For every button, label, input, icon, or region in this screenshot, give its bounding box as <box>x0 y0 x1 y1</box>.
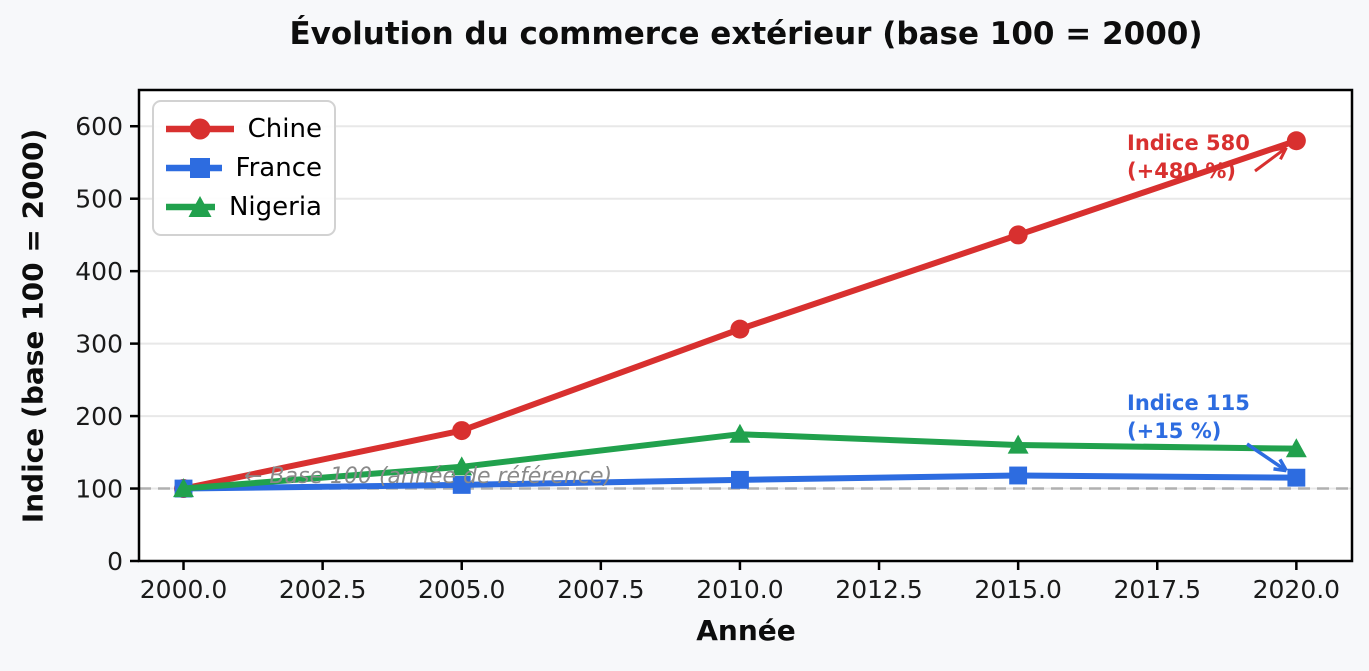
y-tick-label: 500 <box>75 185 123 214</box>
chart-title: Évolution du commerce extérieur (base 10… <box>289 16 1203 52</box>
y-tick-label: 400 <box>75 257 123 286</box>
annotation-arrow <box>1246 442 1288 473</box>
data-point-marker <box>1286 131 1306 151</box>
annotation-arrowhead <box>1273 146 1287 152</box>
x-tick-label: 2015.0 <box>974 575 1061 604</box>
legend-item-chine: Chine <box>166 110 322 148</box>
data-point-marker <box>1285 438 1307 458</box>
annotation-text-line: (+15 %) <box>1127 419 1222 443</box>
data-point-marker <box>1008 225 1028 245</box>
data-point-marker <box>730 319 750 339</box>
annotation-text-line: Indice 115 <box>1127 391 1250 415</box>
legend-label: France <box>235 152 322 183</box>
data-point-marker <box>452 475 471 494</box>
x-tick-label: 2000.0 <box>140 575 227 604</box>
legend: Chine France Nigeria <box>152 100 336 236</box>
data-point-marker <box>1287 468 1306 487</box>
annotation-indice-580: Indice 580 (+480 %) <box>1127 129 1250 185</box>
annotation-text-line: (+480 %) <box>1127 159 1236 183</box>
data-point-marker <box>451 456 473 476</box>
triangle-marker-icon <box>166 195 215 217</box>
x-tick-label: 2020.0 <box>1253 575 1340 604</box>
annotation-text-line: Indice 580 <box>1127 131 1250 155</box>
legend-item-nigeria: Nigeria <box>166 188 322 226</box>
y-tick-label: 100 <box>75 475 123 504</box>
circle-marker-icon <box>166 118 234 140</box>
legend-label: Nigeria <box>228 191 322 222</box>
x-axis-label: Année <box>696 614 796 647</box>
y-tick-label: 300 <box>75 330 123 359</box>
data-point-marker <box>452 421 472 441</box>
x-tick-label: 2002.5 <box>279 575 366 604</box>
data-point-marker <box>731 470 749 489</box>
x-tick-label: 2012.5 <box>835 575 922 604</box>
data-point-marker <box>173 478 194 498</box>
annotation-indice-115: Indice 115 (+15 %) <box>1127 389 1250 445</box>
data-point-marker <box>729 423 751 443</box>
annotation-arrowhead <box>1279 147 1288 160</box>
square-marker-icon <box>166 157 222 178</box>
data-point-marker <box>1007 434 1029 454</box>
data-point-marker <box>1009 466 1028 485</box>
legend-label: Chine <box>247 114 322 145</box>
annotation-arrowhead <box>1273 467 1287 473</box>
x-tick-label: 2010.0 <box>696 575 783 604</box>
y-tick-label: 200 <box>75 402 123 431</box>
x-tick-label: 2005.0 <box>418 575 505 604</box>
y-tick-label: 600 <box>75 112 123 141</box>
axes-spines <box>137 88 1354 563</box>
legend-item-france: France <box>166 149 322 187</box>
x-tick-label: 2007.5 <box>557 575 644 604</box>
y-tick-label: 0 <box>107 547 123 576</box>
x-tick-label: 2017.5 <box>1114 575 1201 604</box>
annotation-arrow <box>1254 146 1288 173</box>
reference-line-label: ← Base 100 (année de référence) <box>244 464 613 489</box>
